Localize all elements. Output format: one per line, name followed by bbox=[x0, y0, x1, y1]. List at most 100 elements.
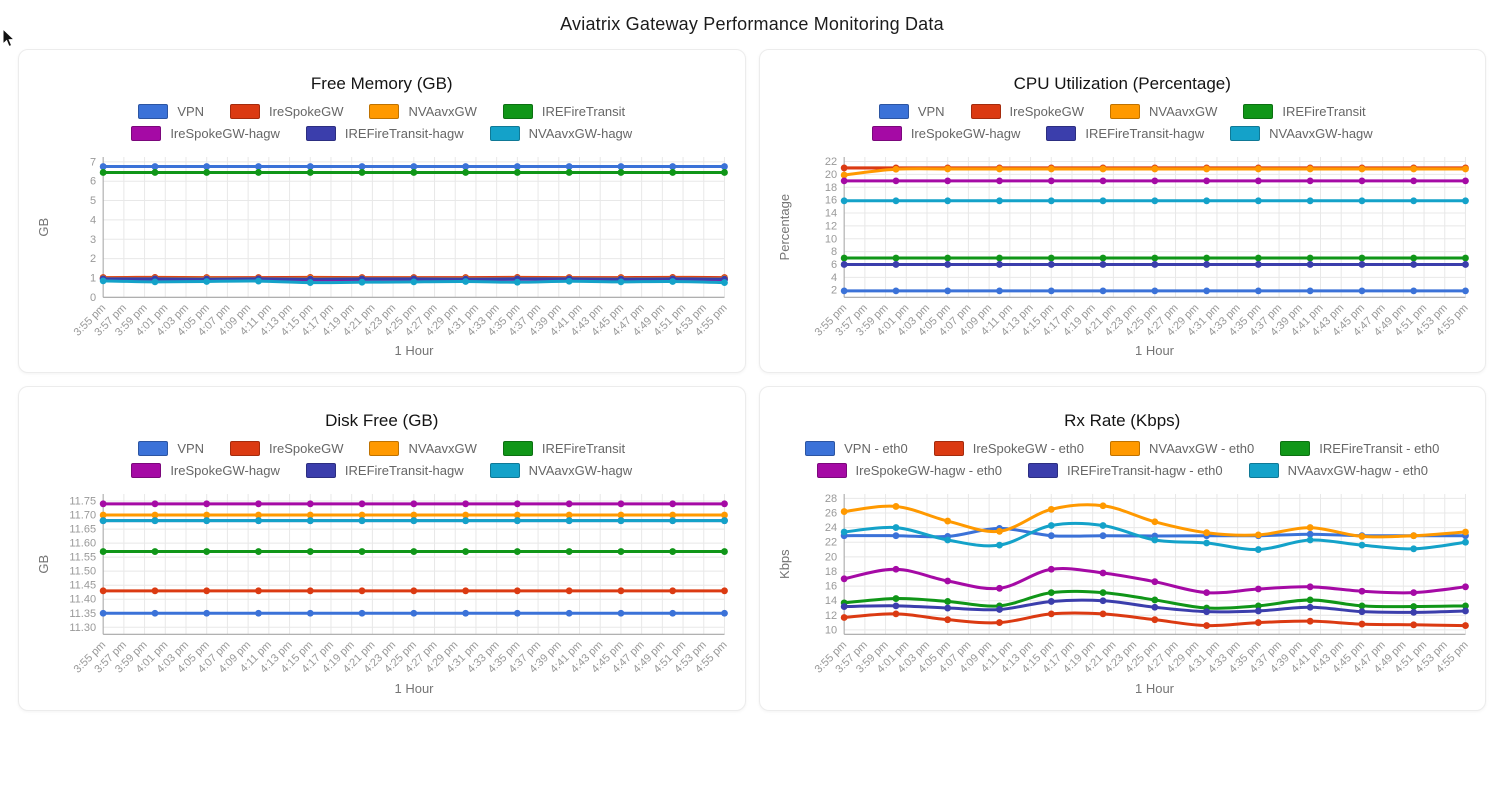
legend-swatch bbox=[1046, 126, 1077, 141]
y-tick-label: 20 bbox=[824, 169, 836, 181]
data-point bbox=[1047, 589, 1055, 597]
data-point bbox=[721, 548, 728, 556]
data-point bbox=[255, 587, 262, 595]
data-point bbox=[1254, 602, 1262, 610]
legend-swatch bbox=[878, 104, 909, 119]
legend-item-irefiretransit-hagw[interactable]: IREFireTransit-hagw bbox=[305, 463, 464, 479]
y-tick-label: 12 bbox=[824, 610, 836, 622]
y-tick-label: 11.50 bbox=[69, 566, 96, 578]
data-point bbox=[995, 165, 1003, 173]
legend-swatch bbox=[138, 441, 169, 457]
data-point bbox=[1047, 261, 1055, 268]
data-point bbox=[565, 517, 573, 525]
legend-item-irefiretransit[interactable]: IREFireTransit bbox=[502, 104, 626, 119]
data-point bbox=[1409, 254, 1417, 262]
data-point bbox=[513, 548, 521, 556]
data-point bbox=[462, 169, 470, 176]
y-tick-label: 11.70 bbox=[69, 510, 96, 522]
data-point bbox=[1461, 177, 1469, 185]
data-point bbox=[1047, 177, 1055, 185]
data-point bbox=[1202, 261, 1210, 268]
data-point bbox=[1409, 287, 1417, 295]
y-tick-label: 11.40 bbox=[69, 594, 96, 606]
data-point bbox=[669, 512, 677, 519]
y-tick-label: 22 bbox=[824, 537, 836, 549]
legend-item-irefiretransit-hagw[interactable]: IREFireTransit-hagw bbox=[1046, 126, 1204, 141]
chart-plot-disk-free: 11.30 11.35 11.40 11.45 11.50 11.55 11.60 11.65… bbox=[36, 494, 730, 676]
legend-item-irespokegw-hagw[interactable]: IreSpokeGW-hagw bbox=[871, 126, 1020, 141]
data-point bbox=[513, 500, 521, 508]
legend-item-irefiretransit[interactable]: IREFireTransit bbox=[502, 441, 625, 457]
legend-swatch bbox=[1109, 441, 1140, 457]
legend-item-irespokegw[interactable]: IreSpokeGW bbox=[230, 441, 344, 457]
data-point bbox=[721, 279, 728, 286]
legend-label: IREFireTransit bbox=[541, 104, 626, 119]
legend-item-vpn-eth0[interactable]: VPN - eth0 bbox=[805, 441, 908, 457]
data-point bbox=[995, 261, 1003, 268]
data-point bbox=[1306, 583, 1314, 591]
data-point bbox=[1254, 177, 1262, 185]
legend-item-irespokegw-hagw[interactable]: IreSpokeGW-hagw bbox=[131, 126, 280, 141]
data-point bbox=[306, 163, 314, 170]
legend-item-irespokegw-eth0[interactable]: IreSpokeGW - eth0 bbox=[933, 441, 1084, 457]
legend-item-nvaavxgw-hagw[interactable]: NVAavxGW-hagw bbox=[1230, 126, 1373, 141]
data-point bbox=[410, 512, 418, 519]
legend-item-nvaavxgw-eth0[interactable]: NVAavxGW - eth0 bbox=[1109, 441, 1254, 457]
legend-swatch bbox=[1243, 104, 1274, 119]
data-point bbox=[1358, 602, 1365, 610]
data-point bbox=[1047, 598, 1055, 606]
legend-item-nvaavxgw[interactable]: NVAavxGW bbox=[1109, 104, 1217, 119]
data-point bbox=[99, 512, 107, 519]
data-point bbox=[255, 169, 262, 176]
legend-item-vpn[interactable]: VPN bbox=[138, 104, 204, 119]
data-point bbox=[565, 163, 573, 170]
data-point bbox=[151, 517, 159, 525]
legend-item-nvaavxgw[interactable]: NVAavxGW bbox=[369, 104, 477, 119]
legend-label: IREFireTransit-hagw bbox=[344, 126, 464, 141]
legend-item-irefiretransit-hagw[interactable]: IREFireTransit-hagw bbox=[305, 126, 464, 141]
legend-swatch bbox=[305, 463, 336, 479]
x-axis-title-cpu-utilization: 1 Hour bbox=[1134, 343, 1175, 359]
y-tick-label: 1 bbox=[90, 272, 96, 284]
data-point bbox=[1306, 165, 1314, 173]
legend-item-vpn[interactable]: VPN bbox=[138, 441, 205, 457]
legend-item-irespokegw-hagw[interactable]: IreSpokeGW-hagw bbox=[131, 463, 280, 479]
data-point bbox=[1150, 254, 1158, 262]
data-point bbox=[1099, 261, 1106, 268]
legend-label: VPN bbox=[177, 441, 205, 457]
data-point bbox=[203, 610, 211, 618]
data-point bbox=[1202, 287, 1210, 295]
data-point bbox=[513, 163, 521, 170]
legend-item-irefiretransit-hagw-eth0[interactable]: IREFireTransit-hagw - eth0 bbox=[1027, 463, 1223, 479]
charts-grid: Free Memory (GB) VPN IreSpokeGW NVAavxGW IR… bbox=[0, 49, 1504, 723]
legend-item-irespokegw-hagw-eth0[interactable]: IreSpokeGW-hagw - eth0 bbox=[816, 463, 1002, 479]
data-point bbox=[513, 587, 521, 595]
data-point bbox=[1099, 569, 1106, 577]
legend-item-nvaavxgw-hagw[interactable]: NVAavxGW-hagw bbox=[489, 463, 633, 479]
legend-label: IreSpokeGW - eth0 bbox=[972, 441, 1084, 457]
data-point bbox=[358, 169, 366, 176]
legend-item-irespokegw[interactable]: IreSpokeGW bbox=[970, 104, 1084, 119]
y-tick-label: 12 bbox=[824, 220, 836, 232]
data-point bbox=[1047, 610, 1055, 618]
data-point bbox=[1409, 603, 1417, 611]
legend-label: NVAavxGW-hagw bbox=[528, 463, 633, 479]
chart-title-free-memory: Free Memory (GB) bbox=[310, 74, 453, 93]
legend-item-irespokegw[interactable]: IreSpokeGW bbox=[230, 104, 343, 119]
data-point bbox=[1461, 261, 1469, 268]
legend-item-nvaavxgw[interactable]: NVAavxGW bbox=[369, 441, 477, 457]
data-point bbox=[840, 164, 848, 172]
data-point bbox=[995, 606, 1003, 614]
data-point bbox=[892, 287, 899, 295]
data-point bbox=[1150, 165, 1158, 173]
legend-label: IreSpokeGW bbox=[269, 441, 344, 457]
data-point bbox=[1409, 197, 1417, 205]
legend-item-vpn[interactable]: VPN bbox=[878, 104, 945, 119]
legend-item-nvaavxgw-hagw[interactable]: NVAavxGW-hagw bbox=[489, 126, 632, 141]
legend-item-irefiretransit-eth0[interactable]: IREFireTransit - eth0 bbox=[1280, 441, 1439, 457]
legend-item-nvaavxgw-hagw-eth0[interactable]: NVAavxGW-hagw - eth0 bbox=[1248, 463, 1428, 479]
data-point bbox=[255, 610, 262, 618]
legend-item-irefiretransit[interactable]: IREFireTransit bbox=[1243, 104, 1366, 119]
y-tick-label: 6 bbox=[831, 259, 837, 271]
data-point bbox=[943, 287, 951, 295]
